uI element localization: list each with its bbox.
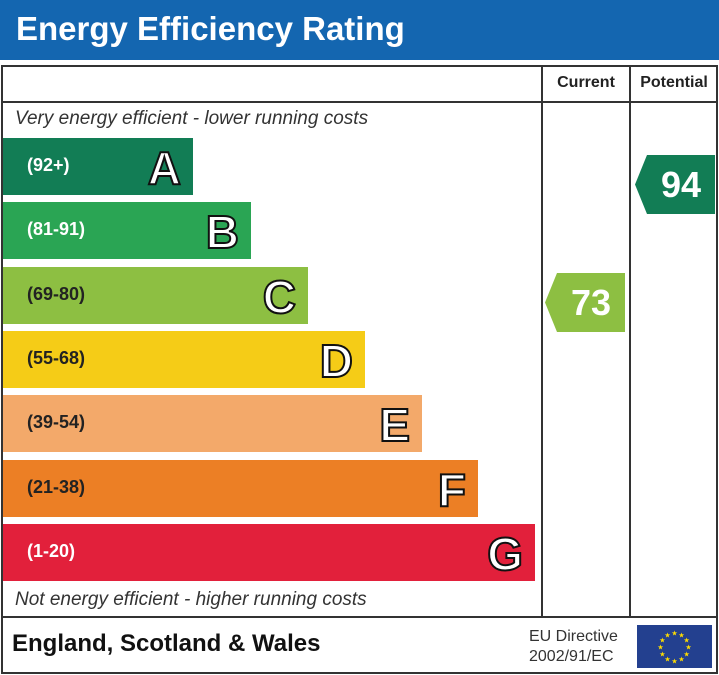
potential-column-header: Potential [640,74,708,91]
band-letter: F [437,463,467,517]
eu-flag-icon: ★ ★ ★ ★ ★ ★ ★ ★ ★ ★ ★ ★ [637,625,712,668]
band-range: (81-91) [27,219,86,240]
eu-star-icon: ★ [659,637,665,645]
header-divider [1,101,718,103]
eu-star-icon: ★ [678,631,684,639]
region-label: England, Scotland & Wales [12,630,321,657]
footer-divider [1,616,718,618]
eu-star-icon: ★ [657,644,663,652]
eu-star-icon: ★ [683,651,689,659]
band-range: (21-38) [27,476,86,497]
eu-directive-line2: 2002/91/EC [529,648,614,665]
current-rating-arrow: 73 [545,273,625,332]
eu-star-icon: ★ [671,630,677,638]
eu-directive-line1: EU Directive [529,628,618,645]
band-range: (55-68) [27,347,86,368]
band-range: (92+) [27,155,70,175]
band-letter: C [262,270,297,324]
potential-column-divider [629,65,631,617]
bottom-note: Not energy efficient - higher running co… [15,589,367,610]
band-letter: G [486,527,524,581]
potential-rating-arrow: 94 [635,155,715,214]
band-letter: A [147,141,182,195]
current-column-header: Current [557,74,615,91]
eu-star-icon: ★ [685,644,691,652]
top-note: Very energy efficient - lower running co… [15,108,369,129]
band-a: (92+) A [3,138,193,195]
band-e: (39-54) E [3,395,422,453]
band-f: (21-38) F [3,459,478,517]
band-range: (69-80) [27,283,86,304]
title-bar: Energy Efficiency Rating [0,0,719,60]
eu-star-icon: ★ [659,651,665,659]
band-d: (55-68) D [3,330,365,388]
eu-star-icon: ★ [671,658,677,666]
band-letter: E [378,398,411,452]
band-b: (81-91) B [3,202,251,260]
eu-star-icon: ★ [664,631,670,639]
band-g: (1-20) G [3,523,535,581]
current-column-divider [541,65,543,617]
band-letter: D [319,334,354,388]
eu-star-icon: ★ [664,656,670,664]
band-letter: B [205,205,240,259]
band-range: (1-20) [27,540,76,561]
chart-frame [1,65,718,674]
chart-title: Energy Efficiency Rating [16,10,405,47]
band-c: (69-80) C [3,266,308,324]
eu-directive: EU Directive 2002/91/EC [529,627,618,667]
band-range: (39-54) [27,412,86,433]
eu-star-icon: ★ [683,637,689,645]
eu-star-icon: ★ [678,656,684,664]
